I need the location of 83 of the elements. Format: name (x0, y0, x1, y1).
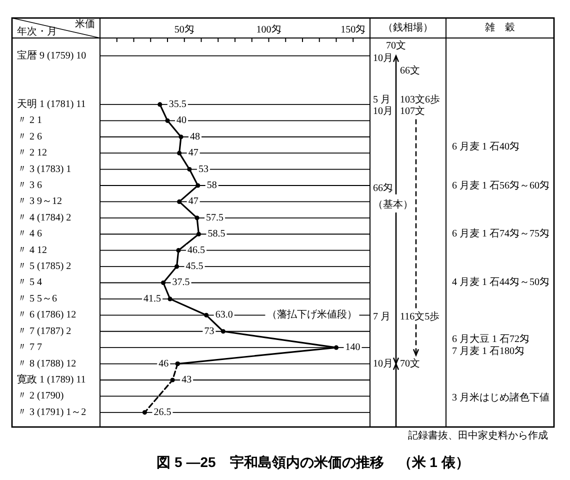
text: 7 月 (373, 311, 390, 322)
y-tick-label: 〃 3 (1791) 1～2 (17, 406, 86, 418)
point (194, 216, 200, 220)
text: 図 5 —25 宇和島領内の米価の推移 （米 1 俵） (156, 454, 470, 470)
point (176, 248, 181, 253)
y-tick-label: 〃 2 1 (17, 115, 42, 126)
data-label: 26.5 (154, 406, 172, 418)
point (168, 296, 172, 302)
point (178, 134, 184, 140)
data-label: 35.5 (168, 98, 186, 110)
data-label: 53 (198, 164, 208, 175)
y-tick-label: 〃 3 6 (17, 180, 42, 191)
y-tick-label: 〃 4 12 (17, 244, 47, 256)
point (175, 361, 180, 366)
data-label: 46.5 (187, 244, 205, 256)
x-tick-label: 100匁 (256, 24, 282, 36)
data-label: 57.5 (206, 212, 224, 224)
point (196, 232, 202, 236)
y-tick-label: 宝暦 9 (1759) 10 (17, 49, 86, 62)
point (160, 280, 166, 286)
text: 66匁 (373, 182, 393, 194)
text: 5 月 (373, 94, 390, 106)
x-axis-title: 米価 (75, 18, 95, 30)
point (177, 150, 182, 156)
data-label: 37.5 (172, 277, 190, 288)
text: 6 月麦 1 石56匁～60匁 (452, 179, 550, 192)
text: 6 月麦 1 石40匁 (452, 140, 520, 153)
text: 7 月麦 1 石180匁 (452, 345, 524, 358)
text: 10月 (373, 52, 393, 64)
y-tick-label: 〃 3 9～12 (17, 196, 62, 208)
y-tick-label: 天明 1 (1781) 11 (17, 98, 86, 110)
point (334, 345, 339, 350)
data-label: 48 (190, 131, 200, 142)
y-tick-label: 〃 7 (1787) 2 (17, 326, 72, 337)
data-label: 45.5 (186, 261, 204, 272)
text: 10月 (373, 358, 393, 370)
point (220, 329, 226, 334)
data-label: 47 (188, 148, 198, 159)
annotation: （藩払下げ米値段） (267, 308, 358, 321)
point (204, 312, 209, 318)
text: 記録書抜、田中家史料から作成 (408, 430, 548, 442)
text: （銭相場） (383, 22, 433, 34)
y-tick-label: 寛政 1 (1789) 11 (17, 373, 86, 386)
text: 3 月米はじめ諸色下値 (452, 391, 550, 404)
point (158, 102, 162, 107)
text: 雑 穀 (485, 22, 515, 34)
data-label: 41.5 (144, 293, 162, 304)
text: 70文 (386, 40, 406, 52)
y-tick-label: 〃 8 (1788) 12 (17, 358, 76, 370)
y-tick-label: 〃 5 5～6 (17, 293, 57, 304)
y-tick-label: 〃 2 12 (17, 148, 47, 159)
data-label: 58 (206, 180, 217, 191)
y-axis-title: 年次・月 (17, 26, 57, 38)
y-tick-label: 〃 4 (1784) 2 (17, 212, 72, 224)
y-tick-label: 〃 4 6 (17, 228, 42, 240)
y-tick-label: 〃 6 (1786) 12 (17, 310, 76, 321)
data-label: 46 (158, 358, 169, 370)
point (174, 264, 180, 269)
data-label: 40 (176, 115, 186, 126)
y-tick-label: 〃 2 (1790) (17, 390, 64, 402)
point (177, 199, 182, 204)
data-label: 47 (188, 196, 198, 208)
y-tick-label: 〃 5 4 (17, 277, 42, 288)
point (196, 183, 200, 188)
y-tick-label: 〃 2 6 (17, 131, 42, 142)
data-label: 73 (204, 326, 214, 337)
data-label: 63.0 (215, 310, 233, 321)
text: 4 月麦 1 石44匁～50匁 (452, 276, 550, 288)
data-label: 140 (345, 342, 360, 354)
point (142, 410, 148, 415)
text: 6 月大豆 1 石72匁 (452, 332, 530, 345)
point (187, 166, 192, 172)
y-tick-label: 〃 3 (1783) 1 (17, 164, 72, 175)
y-tick-label: 〃 7 7 (17, 342, 42, 354)
text: 10月 (373, 106, 393, 118)
text: 6 月麦 1 石74匁～75匁 (452, 228, 550, 240)
point (165, 118, 170, 123)
point (170, 378, 175, 382)
data-label: 43 (182, 374, 192, 386)
x-tick-label: 50匁 (174, 24, 194, 36)
y-tick-label: 〃 5 (1785) 2 (17, 261, 72, 272)
data-label: 58.5 (208, 228, 226, 240)
x-tick-label: 150匁 (340, 24, 366, 36)
